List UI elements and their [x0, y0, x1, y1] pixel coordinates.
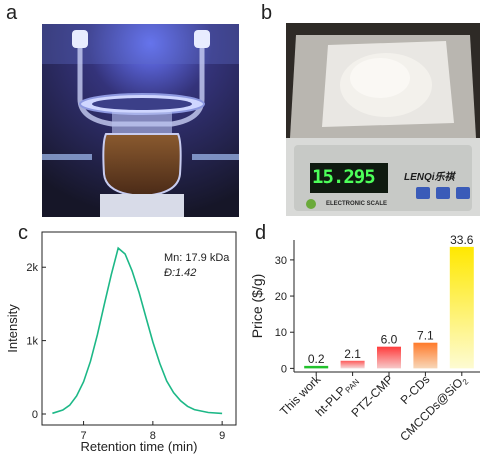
- photo-balance: 15.295 LENQi乐祺 ELECTRONIC SCALE: [286, 23, 480, 216]
- plot-frame: [41, 231, 237, 426]
- price-bar-value-label: 6.0: [381, 333, 398, 347]
- y-tick-label: 1k: [26, 336, 38, 348]
- price-category-label: ht-PLPPAN: [313, 372, 362, 421]
- x-tick-label: 9: [219, 430, 225, 442]
- price-bar: [413, 342, 438, 369]
- x-axis-label: Retention time (min): [80, 439, 197, 454]
- price-bar-value-label: 7.1: [417, 329, 434, 343]
- price-bar: [377, 346, 401, 369]
- y-tick-label: 0: [32, 409, 38, 421]
- price-category-label: P-CDs: [398, 372, 433, 407]
- price-bar-value-label: 2.1: [344, 347, 361, 361]
- price-y-tick-label: 20: [275, 291, 287, 303]
- gpc-curve: [52, 246, 223, 415]
- price-bar-value-label: 33.6: [450, 233, 474, 247]
- price-bar: [340, 360, 365, 369]
- annotation-mn: Mn: 17.9 kDa: [164, 252, 230, 264]
- balance-scale-label: ELECTRONIC SCALE: [326, 201, 388, 207]
- y-tick-label: 2k: [26, 262, 38, 274]
- panel-label-c: c: [18, 222, 28, 244]
- price-y-axis-label: Price ($/g): [249, 274, 265, 339]
- price-bar: [449, 246, 474, 369]
- panel-label-d: d: [255, 222, 267, 244]
- price-bar-value-label: 0.2: [308, 352, 325, 366]
- balance-display-value: 15.295: [312, 166, 376, 188]
- balance-button-1: [416, 187, 430, 199]
- balance-button-3: [456, 187, 470, 199]
- photo-photoreactor: [42, 24, 239, 217]
- price-category-label: This work: [277, 372, 324, 419]
- x-tick-label: 7: [81, 430, 87, 442]
- y-axis-label: Intensity: [5, 304, 20, 353]
- x-tick-label: 8: [150, 430, 156, 442]
- panel-label-b: b: [261, 2, 273, 24]
- balance-power-button: [306, 199, 316, 209]
- annotation-dispersity: Đ:1.42: [164, 267, 196, 279]
- price-category-label: CMCCDs@SiO2: [397, 372, 470, 445]
- price-y-tick-label: 0: [281, 363, 287, 375]
- price-bar: [304, 365, 329, 369]
- price-y-tick-label: 10: [275, 327, 287, 339]
- balance-brand-label: LENQi乐祺: [404, 172, 455, 183]
- balance-button-2: [436, 187, 450, 199]
- panel-label-a: a: [6, 2, 18, 24]
- price-y-tick-label: 30: [275, 255, 287, 267]
- price-category-label: PTZ-CMP: [349, 372, 397, 420]
